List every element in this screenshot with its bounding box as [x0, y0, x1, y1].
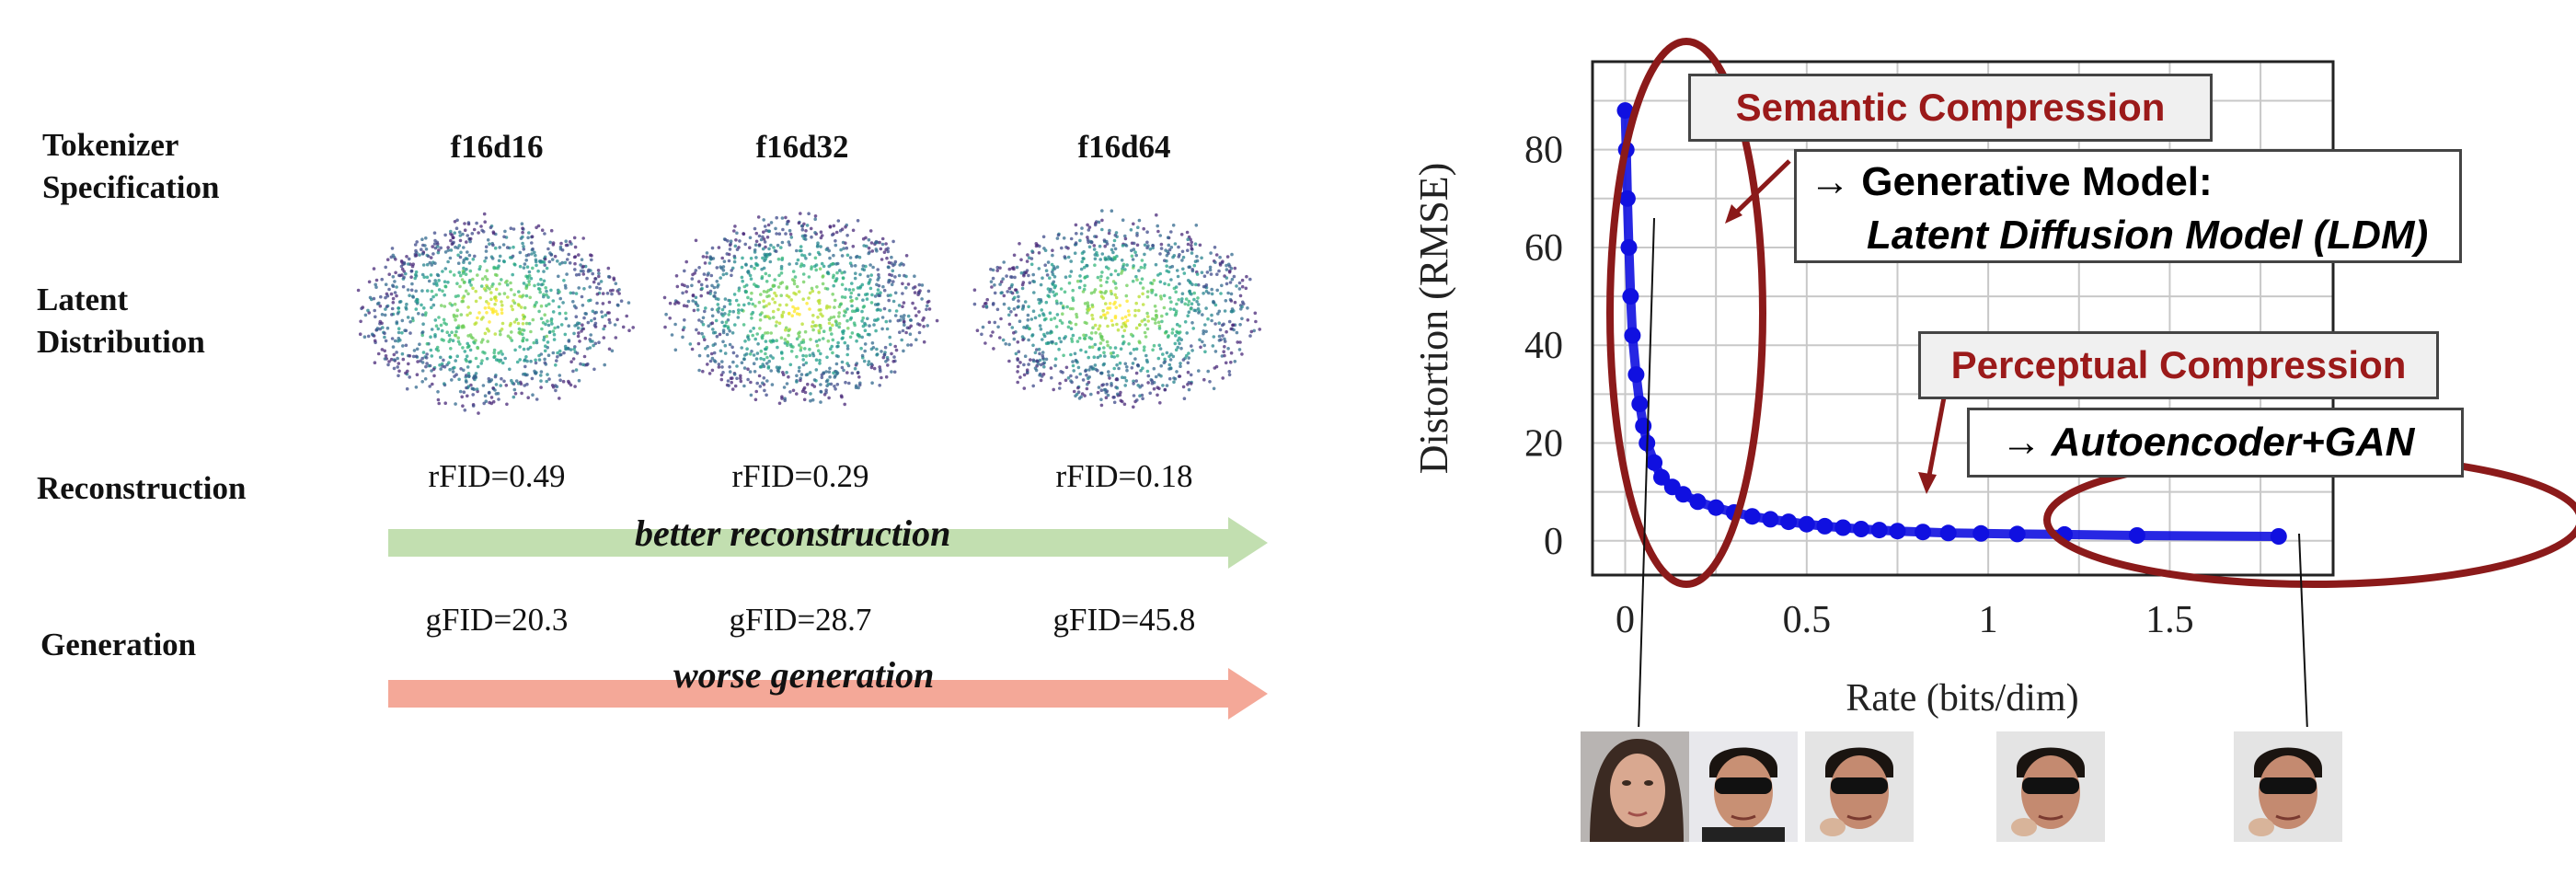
- row-label-tokenizer-line2: Specification: [42, 169, 220, 205]
- data-point: [1616, 102, 1634, 120]
- y-tick-labels: 0 20 40 60 80: [1524, 130, 1563, 563]
- better-reconstruction-arrow-shape: [388, 517, 1268, 569]
- data-point: [1631, 396, 1649, 412]
- data-point: [1972, 524, 1990, 542]
- x-tick-label: 1.5: [2145, 599, 2194, 641]
- data-point: [1620, 238, 1638, 256]
- data-point: [1627, 366, 1645, 384]
- data-point: [1939, 524, 1957, 542]
- face-thumbnail-1: [1581, 731, 1689, 842]
- face-thumbnail-3: [1805, 731, 1914, 842]
- data-point: [1622, 288, 1639, 305]
- data-point: [1889, 523, 1906, 540]
- data-point: [1674, 486, 1692, 503]
- low-rate-leader-line: [1638, 217, 1655, 727]
- face-thumbnail-2: [1689, 731, 1798, 842]
- latent-distribution-plots: [356, 209, 1261, 415]
- row-label-latent: Latent Distribution: [37, 279, 205, 363]
- data-point: [1618, 190, 1636, 207]
- x-tick-label: 1: [1979, 599, 1998, 641]
- autoencoder-label: Autoencoder+GAN: [2051, 420, 2415, 465]
- worse-generation-label: worse generation: [673, 654, 935, 696]
- data-points: [1616, 102, 2287, 545]
- generative-model-title: Generative Model:: [1861, 159, 2213, 204]
- generative-pointer-arrowhead: [1725, 204, 1742, 224]
- y-tick-label: 0: [1544, 521, 1563, 563]
- row-label-latent-line2: Distribution: [37, 324, 205, 360]
- x-tick-labels: 0 0.5 1 1.5: [1616, 599, 2194, 641]
- data-point: [1635, 417, 1652, 434]
- y-tick-label: 40: [1524, 325, 1563, 367]
- row-label-reconstruction: Reconstruction: [37, 470, 247, 506]
- worse-generation-arrow: [388, 668, 1268, 720]
- row-label-latent-line1: Latent: [37, 282, 129, 317]
- row-label-tokenizer: Tokenizer Specification: [42, 124, 219, 209]
- data-point: [1646, 454, 1663, 471]
- worse-generation-arrow-shape: [388, 668, 1268, 720]
- x-tick-label: 0: [1616, 599, 1635, 641]
- latent-cloud-f16d64: [972, 209, 1261, 409]
- data-point: [1915, 524, 1932, 541]
- y-tick-label: 60: [1524, 227, 1563, 270]
- data-point: [1816, 517, 1834, 535]
- generative-pointer-line: [1731, 159, 1791, 218]
- generative-arrow-glyph: →: [1810, 159, 1850, 204]
- face-thumbnail-2-image: [1689, 731, 1798, 842]
- high-rate-leader-line: [2298, 533, 2308, 727]
- latent-cloud-f16d32: [662, 212, 939, 407]
- column-header-f16d64: f16d64: [1077, 129, 1171, 165]
- better-reconstruction-arrow: [388, 517, 1268, 569]
- latent-cloud-f16d16: [356, 212, 635, 415]
- data-point: [1624, 327, 1641, 344]
- column-header-f16d16: f16d16: [450, 129, 544, 165]
- autoencoder-callout: → Autoencoder+GAN: [1967, 408, 2464, 478]
- y-tick-label: 20: [1524, 423, 1563, 466]
- data-point: [2128, 527, 2145, 544]
- face-thumbnail-4: [1996, 731, 2105, 842]
- data-point: [1708, 499, 1725, 516]
- data-point: [1834, 519, 1852, 536]
- perceptual-compression-callout: Perceptual Compression: [1918, 331, 2439, 399]
- semantic-compression-ellipse: [1606, 38, 1766, 588]
- autoencoder-arrow-glyph: →: [2001, 420, 2041, 465]
- row-label-generation: Generation: [40, 627, 197, 662]
- plot-frame: [1591, 60, 2335, 577]
- generative-model-callout: → Generative Model: Latent Diffusion Mod…: [1794, 149, 2462, 263]
- row-label-tokenizer-line1: Tokenizer: [42, 127, 179, 163]
- y-tick-label: 80: [1524, 130, 1563, 172]
- gfid-f16d16: gFID=20.3: [425, 602, 569, 638]
- data-point: [1653, 468, 1670, 486]
- x-axis-label: Rate (bits/dim): [1846, 677, 2078, 720]
- generative-model-title-line: → Generative Model:: [1810, 155, 2446, 209]
- face-thumbnail-5: [2234, 731, 2342, 842]
- data-point: [1743, 508, 1761, 525]
- x-tick-label: 0.5: [1783, 599, 1832, 641]
- rfid-f16d16: rFID=0.49: [428, 458, 566, 494]
- face-thumbnail-1-image: [1581, 731, 1689, 842]
- rfid-f16d64: rFID=0.18: [1055, 458, 1193, 494]
- face-thumbnail-4-image: [1996, 731, 2105, 842]
- column-header-f16d32: f16d32: [755, 129, 849, 165]
- y-axis-label: Distortion (RMSE): [1411, 163, 1456, 475]
- semantic-compression-callout: Semantic Compression: [1688, 74, 2213, 142]
- rfid-f16d32: rFID=0.29: [731, 458, 869, 494]
- face-thumbnail-5-image: [2234, 731, 2342, 842]
- better-reconstruction-label: better reconstruction: [635, 512, 951, 554]
- data-point: [1762, 511, 1779, 528]
- data-point: [1870, 522, 1888, 539]
- gfid-f16d32: gFID=28.7: [729, 602, 872, 638]
- data-point: [1689, 493, 1707, 511]
- data-point: [2270, 528, 2287, 545]
- face-thumbnail-3-image: [1805, 731, 1914, 842]
- generative-model-name: Latent Diffusion Model (LDM): [1867, 213, 2429, 258]
- data-point: [1780, 513, 1798, 531]
- gfid-f16d64: gFID=45.8: [1052, 602, 1196, 638]
- perceptual-pointer-arrowhead: [1918, 472, 1937, 494]
- data-point: [1853, 521, 1869, 537]
- data-point: [1798, 515, 1815, 533]
- data-point: [2008, 525, 2026, 543]
